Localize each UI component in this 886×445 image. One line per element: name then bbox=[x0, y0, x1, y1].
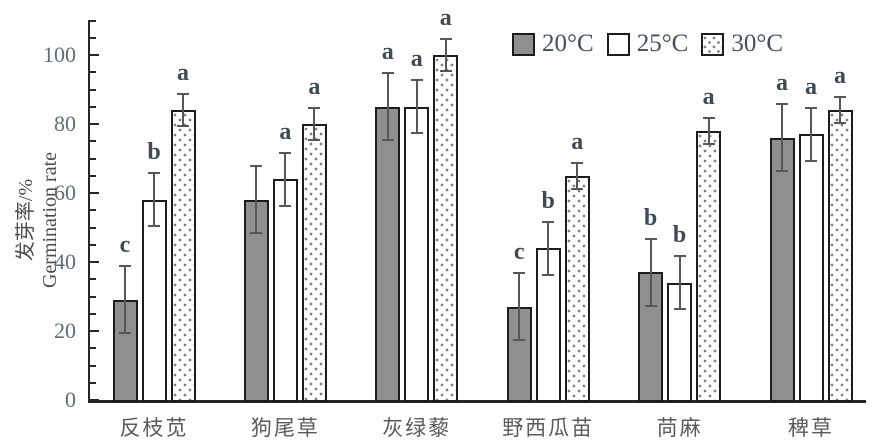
y-major-tick bbox=[90, 261, 99, 263]
y-tick-label: 80 bbox=[54, 111, 76, 136]
y-major-tick bbox=[90, 192, 99, 194]
error-bar bbox=[513, 272, 526, 342]
significance-letter: a bbox=[308, 73, 321, 100]
error-bar bbox=[410, 79, 423, 135]
x-category-label: 稗草 bbox=[788, 416, 834, 440]
legend-item-30°C: 30°C bbox=[701, 31, 783, 57]
y-major-tick bbox=[90, 123, 99, 125]
error-bar bbox=[571, 161, 584, 190]
error-bar bbox=[177, 92, 189, 128]
y-minor-tick bbox=[90, 88, 96, 91]
y-major-tick bbox=[90, 330, 99, 332]
x-category-label: 狗尾草 bbox=[250, 416, 320, 440]
error-bar bbox=[308, 106, 321, 142]
error-bar bbox=[834, 96, 846, 124]
y-minor-tick bbox=[90, 381, 96, 384]
y-tick-label: 40 bbox=[54, 249, 76, 274]
significance-letter: a bbox=[776, 70, 788, 97]
y-minor-tick bbox=[90, 364, 96, 367]
y-minor-tick bbox=[90, 105, 96, 108]
legend-item-25°C: 25°C bbox=[606, 30, 689, 57]
error-bar bbox=[381, 72, 394, 142]
y-tick-label: 0 bbox=[65, 387, 76, 412]
significance-letter: a bbox=[177, 59, 189, 86]
y-major-tick bbox=[90, 399, 99, 401]
y-minor-tick bbox=[90, 209, 96, 212]
bar-30°C-野西瓜苗 bbox=[564, 175, 590, 402]
significance-letter: a bbox=[702, 84, 715, 111]
error-bar bbox=[805, 106, 817, 162]
significance-letter: a bbox=[439, 4, 452, 31]
y-axis-line bbox=[88, 20, 90, 402]
legend: 20°C 25°C 30°C bbox=[512, 31, 783, 57]
x-category-label: 反枝苋 bbox=[119, 416, 189, 440]
bar-30°C-灰绿藜 bbox=[433, 55, 459, 402]
legend-swatch-gray bbox=[512, 32, 535, 56]
y-minor-tick bbox=[90, 157, 96, 160]
legend-label: 20°C bbox=[542, 30, 594, 57]
error-bar bbox=[644, 237, 657, 307]
error-bar bbox=[702, 117, 715, 145]
y-major-tick bbox=[90, 54, 99, 56]
significance-letter: a bbox=[410, 46, 423, 73]
legend-swatch-dotted bbox=[701, 32, 725, 56]
significance-letter: b bbox=[541, 187, 555, 214]
significance-letter: a bbox=[381, 39, 394, 66]
legend-label: 25°C bbox=[636, 30, 689, 57]
bar-30°C-狗尾草 bbox=[301, 124, 327, 402]
bar-25°C-稗草 bbox=[798, 134, 824, 402]
bar-30°C-苘麻 bbox=[696, 130, 722, 402]
y-minor-tick bbox=[90, 243, 96, 246]
y-minor-tick bbox=[90, 174, 96, 177]
x-category-label: 灰绿藜 bbox=[382, 416, 452, 440]
error-bar bbox=[439, 37, 452, 73]
x-category-label: 苘麻 bbox=[656, 416, 703, 440]
bar-20°C-稗草 bbox=[769, 137, 795, 402]
significance-letter: a bbox=[279, 118, 292, 145]
significance-letter: b bbox=[672, 222, 687, 249]
error-bar bbox=[119, 265, 131, 335]
significance-letter: b bbox=[643, 204, 658, 231]
y-minor-tick bbox=[90, 71, 96, 74]
error-bar bbox=[673, 255, 686, 311]
y-tick-label: 60 bbox=[54, 180, 76, 205]
legend-swatch-white bbox=[606, 32, 630, 56]
significance-letter: c bbox=[513, 239, 525, 266]
legend-label: 30°C bbox=[731, 30, 784, 57]
x-category-label: 野西瓜苗 bbox=[502, 416, 595, 440]
x-axis-line bbox=[88, 400, 866, 403]
significance-letter: b bbox=[147, 139, 161, 166]
error-bar bbox=[148, 172, 160, 228]
y-minor-tick bbox=[90, 347, 96, 350]
bar-25°C-狗尾草 bbox=[272, 179, 298, 402]
error-bar bbox=[250, 165, 263, 235]
error-bar bbox=[542, 220, 555, 276]
y-minor-tick bbox=[90, 295, 96, 298]
significance-letter: a bbox=[834, 63, 846, 90]
y-tick-label: 20 bbox=[54, 318, 76, 343]
bar-20°C-灰绿藜 bbox=[375, 106, 401, 402]
bar-20°C-野西瓜苗 bbox=[506, 306, 532, 402]
bar-25°C-反枝苋 bbox=[141, 199, 167, 402]
y-minor-tick bbox=[90, 312, 96, 315]
y-minor-tick bbox=[90, 36, 96, 39]
significance-letter: a bbox=[571, 128, 584, 155]
bar-30°C-反枝苋 bbox=[170, 110, 196, 402]
bar-25°C-灰绿藜 bbox=[404, 106, 430, 402]
error-bar bbox=[279, 151, 292, 207]
legend-item-20°C: 20°C bbox=[512, 31, 594, 57]
significance-letter: a bbox=[805, 73, 817, 100]
error-bar bbox=[776, 103, 788, 173]
bar-30°C-稗草 bbox=[827, 110, 853, 402]
y-minor-tick bbox=[90, 226, 96, 229]
y-minor-tick bbox=[90, 278, 96, 281]
y-minor-tick bbox=[90, 19, 96, 22]
y-tick-label: 100 bbox=[43, 42, 76, 67]
significance-letter: c bbox=[119, 232, 131, 259]
y-minor-tick bbox=[90, 140, 96, 143]
